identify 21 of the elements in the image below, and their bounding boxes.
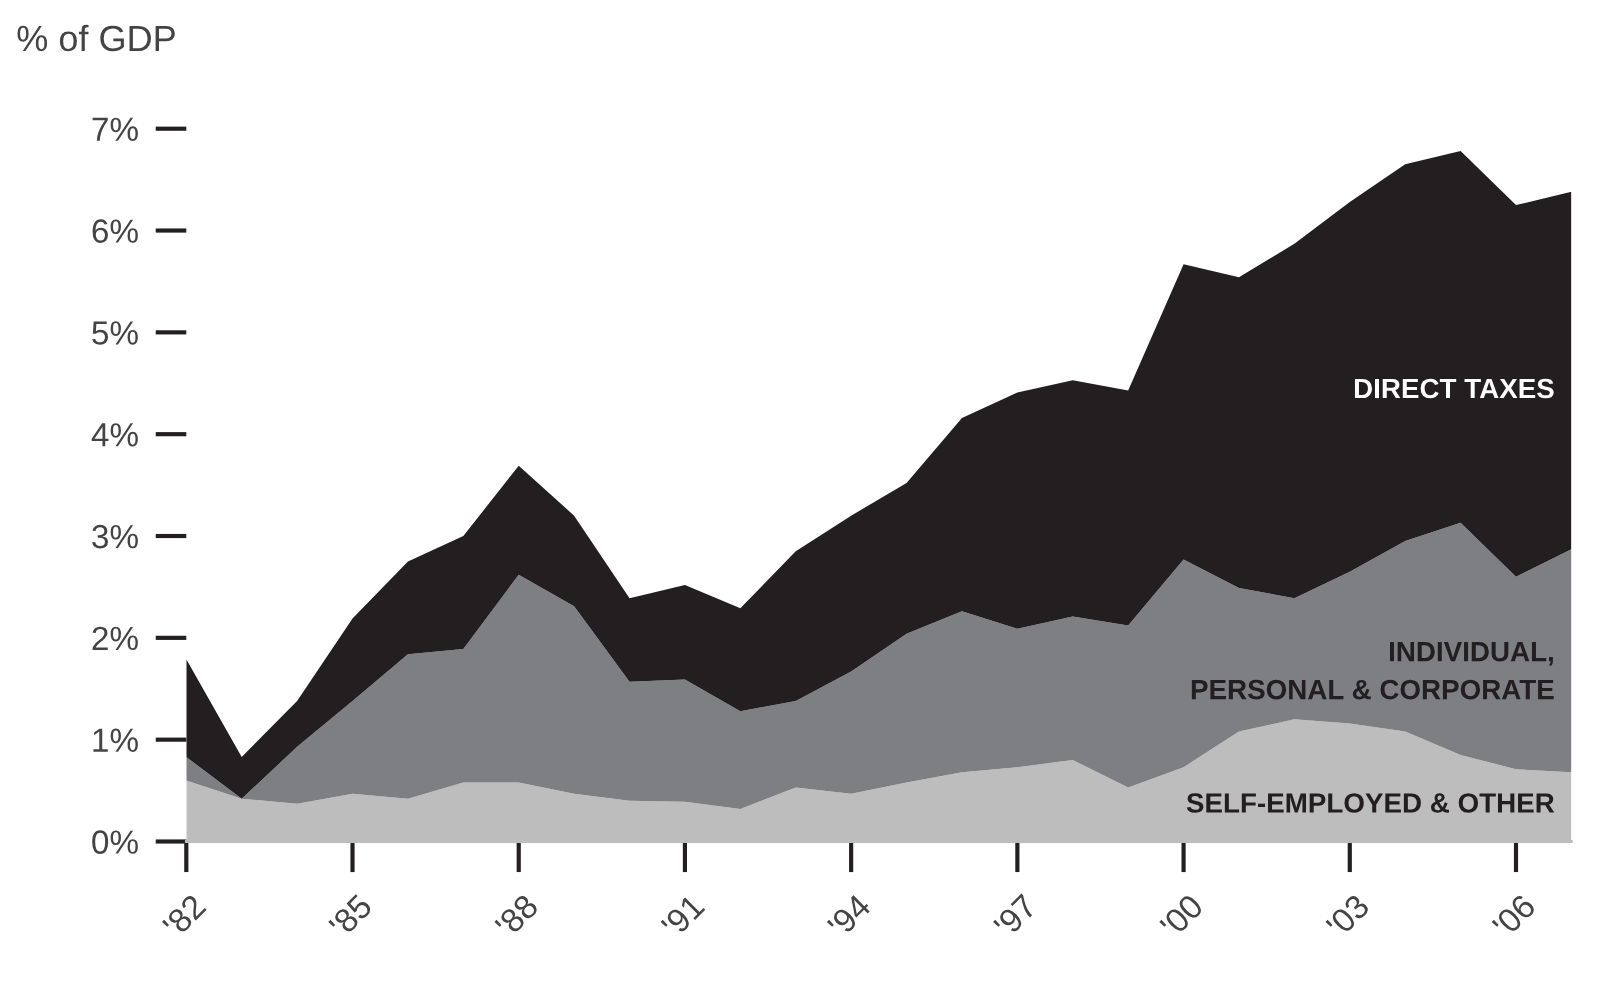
x-tick-label: '03 [1325, 893, 1371, 939]
y-tick-label: 4% [91, 423, 138, 447]
y-axis-title: % of GDP [17, 24, 175, 52]
x-tick-label: '00 [1159, 893, 1205, 939]
x-tick-label: '82 [161, 893, 207, 939]
x-tick-label: '94 [826, 892, 873, 939]
x-tick-label: '88 [494, 893, 540, 939]
x-tick-label: '97 [992, 893, 1038, 939]
y-tick-label: 0% [92, 830, 138, 854]
y-tick-label: 2% [92, 626, 138, 651]
x-tick-label: '06 [1491, 893, 1537, 939]
y-tick-label: 1% [93, 728, 138, 752]
series-label: SELF-EMPLOYED & OTHER [1186, 793, 1555, 813]
x-tick-label: '91 [660, 893, 706, 939]
y-tick-label: 7% [92, 117, 138, 141]
y-tick-label: 6% [92, 219, 138, 243]
y-tick-label: 5% [92, 321, 138, 345]
series-label: DIRECT TAXES [1354, 378, 1554, 399]
series-label: INDIVIDUAL, PERSONAL & CORPORATE [1191, 642, 1554, 700]
x-tick-label: '85 [327, 893, 374, 939]
y-tick-label: 3% [92, 524, 138, 549]
